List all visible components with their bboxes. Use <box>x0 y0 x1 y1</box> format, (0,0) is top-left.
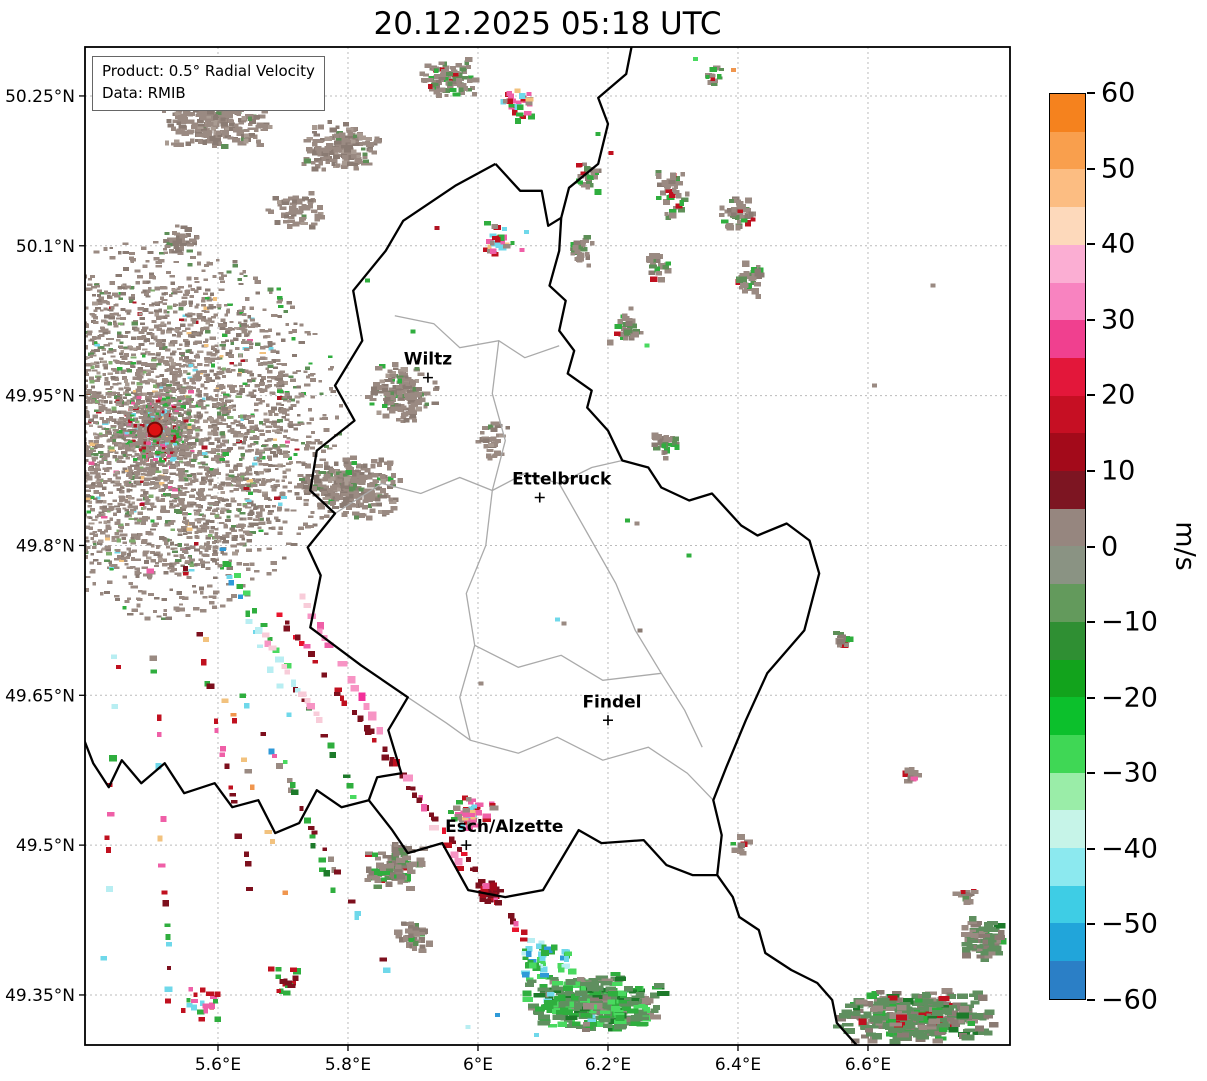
product-name-line: Product: 0.5° Radial Velocity <box>102 62 315 80</box>
colorbar-segment <box>1050 282 1085 321</box>
y-tick-label: 49.65°N <box>5 686 75 706</box>
colorbar-segment <box>1050 244 1085 283</box>
colorbar-tick-label: −10 <box>1101 606 1158 638</box>
city-label: Esch/Alzette <box>445 817 563 837</box>
colorbar-tick-mark <box>1087 167 1095 170</box>
colorbar-segment <box>1050 810 1085 849</box>
colorbar-tick-mark <box>1087 469 1095 472</box>
product-info-box: Product: 0.5° Radial Velocity Data: RMIB <box>92 56 325 111</box>
x-tick-label: 5.6°E <box>195 1055 241 1075</box>
y-tick-label: 50.25°N <box>5 87 75 107</box>
colorbar-unit-label: m/s <box>1169 521 1201 571</box>
colorbar-segment <box>1050 471 1085 509</box>
colorbar-tick-mark <box>1087 847 1095 850</box>
colorbar-segment <box>1050 885 1085 924</box>
colorbar-tick-mark <box>1087 621 1095 624</box>
colorbar-tick-label: −60 <box>1101 984 1158 1016</box>
x-tick-label: 6.6°E <box>845 1055 891 1075</box>
colorbar-tick-mark <box>1087 696 1095 699</box>
city-marker <box>602 715 613 726</box>
colorbar-tick-label: −20 <box>1101 682 1158 714</box>
colorbar-segment <box>1050 94 1085 132</box>
x-tick-label: 6.2°E <box>585 1055 631 1075</box>
city-marker <box>461 840 472 851</box>
colorbar-tick-mark <box>1087 92 1095 94</box>
colorbar-tick-label: −40 <box>1101 833 1158 865</box>
colorbar-tick-mark <box>1087 923 1095 926</box>
x-tick-label: 6°E <box>463 1055 493 1075</box>
colorbar-segment <box>1050 357 1085 396</box>
colorbar-tick-label: 10 <box>1101 455 1136 487</box>
city-label: Ettelbruck <box>512 470 612 490</box>
colorbar-tick-labels: 60 50 40 30 20 10 0 −10 −20 −30 −40 −50 −60 <box>1087 78 1202 1016</box>
colorbar-tick-mark <box>1087 394 1095 397</box>
colorbar-segment <box>1050 131 1085 170</box>
colorbar-segment <box>1050 320 1085 358</box>
colorbar-tick-label: 40 <box>1101 228 1136 260</box>
y-tick-label: 50.1°N <box>16 237 75 257</box>
city-marker <box>422 372 433 383</box>
colorbar-segment <box>1050 207 1085 245</box>
colorbar-tick-mark <box>1087 243 1095 246</box>
colorbar-segment <box>1050 772 1085 811</box>
colorbar-tick-label: 60 <box>1101 77 1136 109</box>
city-label: Wiltz <box>404 350 453 370</box>
colorbar-segment <box>1050 433 1085 472</box>
colorbar-tick-label: 0 <box>1101 531 1119 562</box>
colorbar-segment <box>1050 584 1085 622</box>
gridlines <box>85 47 1010 1045</box>
timestamp-title: 20.12.2025 05:18 UTC <box>373 6 722 42</box>
colorbar-tick-label: −50 <box>1101 908 1158 940</box>
colorbar <box>1049 93 1086 1000</box>
y-tick-label: 49.5°N <box>16 836 75 856</box>
radar-site-marker <box>146 421 163 438</box>
city-label: Findel <box>582 692 641 712</box>
map-content <box>85 47 1010 1045</box>
colorbar-segment <box>1050 169 1085 208</box>
country-borders <box>85 47 859 1045</box>
colorbar-segment <box>1050 508 1085 547</box>
colorbar-segment <box>1050 697 1085 735</box>
colorbar-tick-label: 20 <box>1101 379 1136 411</box>
cities: Wiltz Ettelbruck Findel Esch/Alzette <box>404 350 642 851</box>
colorbar-tick-label: 50 <box>1101 153 1136 185</box>
city-marker <box>534 492 545 503</box>
colorbar-tick-mark <box>1087 545 1095 548</box>
colorbar-segment <box>1050 621 1085 660</box>
colorbar-tick-label: −30 <box>1101 757 1158 789</box>
y-tick-label: 49.8°N <box>16 536 75 556</box>
y-tick-label: 49.95°N <box>5 387 75 407</box>
colorbar-tick-mark <box>1087 999 1095 1001</box>
plot-frame <box>84 46 1011 1046</box>
data-source-line: Data: RMIB <box>102 83 186 102</box>
axes: 5.6°E 5.8°E 6°E 6.2°E 6.4°E 6.6°E 50.25°N 50.1°… <box>5 87 891 1075</box>
x-tick-label: 5.8°E <box>325 1055 371 1075</box>
colorbar-segment <box>1050 923 1085 962</box>
x-tick-label: 6.4°E <box>715 1055 761 1075</box>
y-tick-label: 49.35°N <box>5 986 75 1006</box>
colorbar-tick-mark <box>1087 318 1095 321</box>
colorbar-segment <box>1050 961 1085 999</box>
colorbar-segment <box>1050 546 1085 585</box>
district-borders <box>334 315 714 801</box>
colorbar-tick-label: 30 <box>1101 304 1136 336</box>
colorbar-tick-mark <box>1087 772 1095 775</box>
colorbar-segment <box>1050 848 1085 886</box>
colorbar-segment <box>1050 734 1085 773</box>
colorbar-segment <box>1050 395 1085 434</box>
colorbar-segment <box>1050 659 1085 698</box>
